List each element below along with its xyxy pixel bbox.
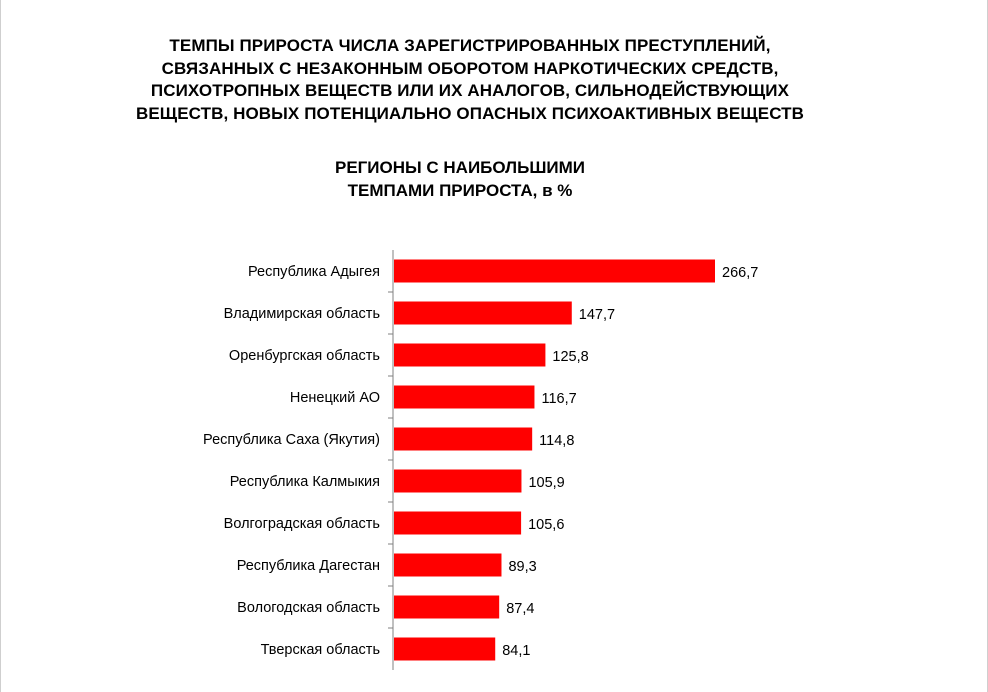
data-label: 89,3 (508, 559, 536, 575)
data-label: 87,4 (506, 601, 534, 617)
chart-title-line: ВЕЩЕСТВ, НОВЫХ ПОТЕНЦИАЛЬНО ОПАСНЫХ ПСИХ… (135, 103, 805, 123)
chart-title-line: ПСИХОТРОПНЫХ ВЕЩЕСТВ ИЛИ ИХ АНАЛОГОВ, СИ… (150, 81, 790, 100)
data-label: 84,1 (502, 643, 530, 659)
bar (394, 511, 522, 535)
category-label: Тверская область (261, 642, 380, 658)
data-label: 266,7 (722, 265, 758, 281)
chart-subtitle-line: РЕГИОНЫ С НАИБОЛЬШИМИ (334, 158, 586, 177)
category-label: Республика Калмыкия (230, 474, 380, 490)
chart-subtitle: РЕГИОНЫ С НАИБОЛЬШИМИ ТЕМПАМИ ПРИРОСТА, … (250, 156, 670, 202)
bar (394, 343, 546, 367)
data-label: 105,9 (528, 475, 564, 491)
data-label: 147,7 (579, 307, 615, 323)
data-label: 114,8 (539, 433, 574, 449)
chart-title: ТЕМПЫ ПРИРОСТА ЧИСЛА ЗАРЕГИСТРИРОВАННЫХ … (60, 35, 880, 125)
category-label: Владимирская область (224, 306, 380, 322)
chart-subtitle-line: ТЕМПАМИ ПРИРОСТА, в % (347, 181, 573, 200)
category-label: Оренбургская область (229, 348, 380, 364)
category-label: Волгоградская область (224, 516, 380, 532)
category-label: Республика Дагестан (237, 558, 380, 574)
chart-title-line: СВЯЗАННЫХ С НЕЗАКОННЫМ ОБОРОТОМ НАРКОТИЧ… (161, 58, 779, 78)
bar (394, 385, 535, 409)
data-label: 105,6 (528, 517, 564, 533)
bar (394, 469, 522, 493)
bar (394, 301, 572, 325)
bar (394, 595, 500, 619)
bar (394, 553, 502, 577)
category-label: Республика Саха (Якутия) (203, 432, 380, 448)
category-label: Вологодская область (237, 600, 380, 616)
bar (394, 427, 533, 451)
category-label: Ненецкий АО (290, 390, 380, 406)
category-label: Республика Адыгея (248, 264, 380, 280)
bar (394, 637, 496, 661)
data-label: 125,8 (552, 349, 588, 365)
bar (394, 259, 715, 283)
chart-title-line: ТЕМПЫ ПРИРОСТА ЧИСЛА ЗАРЕГИСТРИРОВАННЫХ … (169, 36, 771, 55)
data-label: 116,7 (541, 391, 576, 407)
